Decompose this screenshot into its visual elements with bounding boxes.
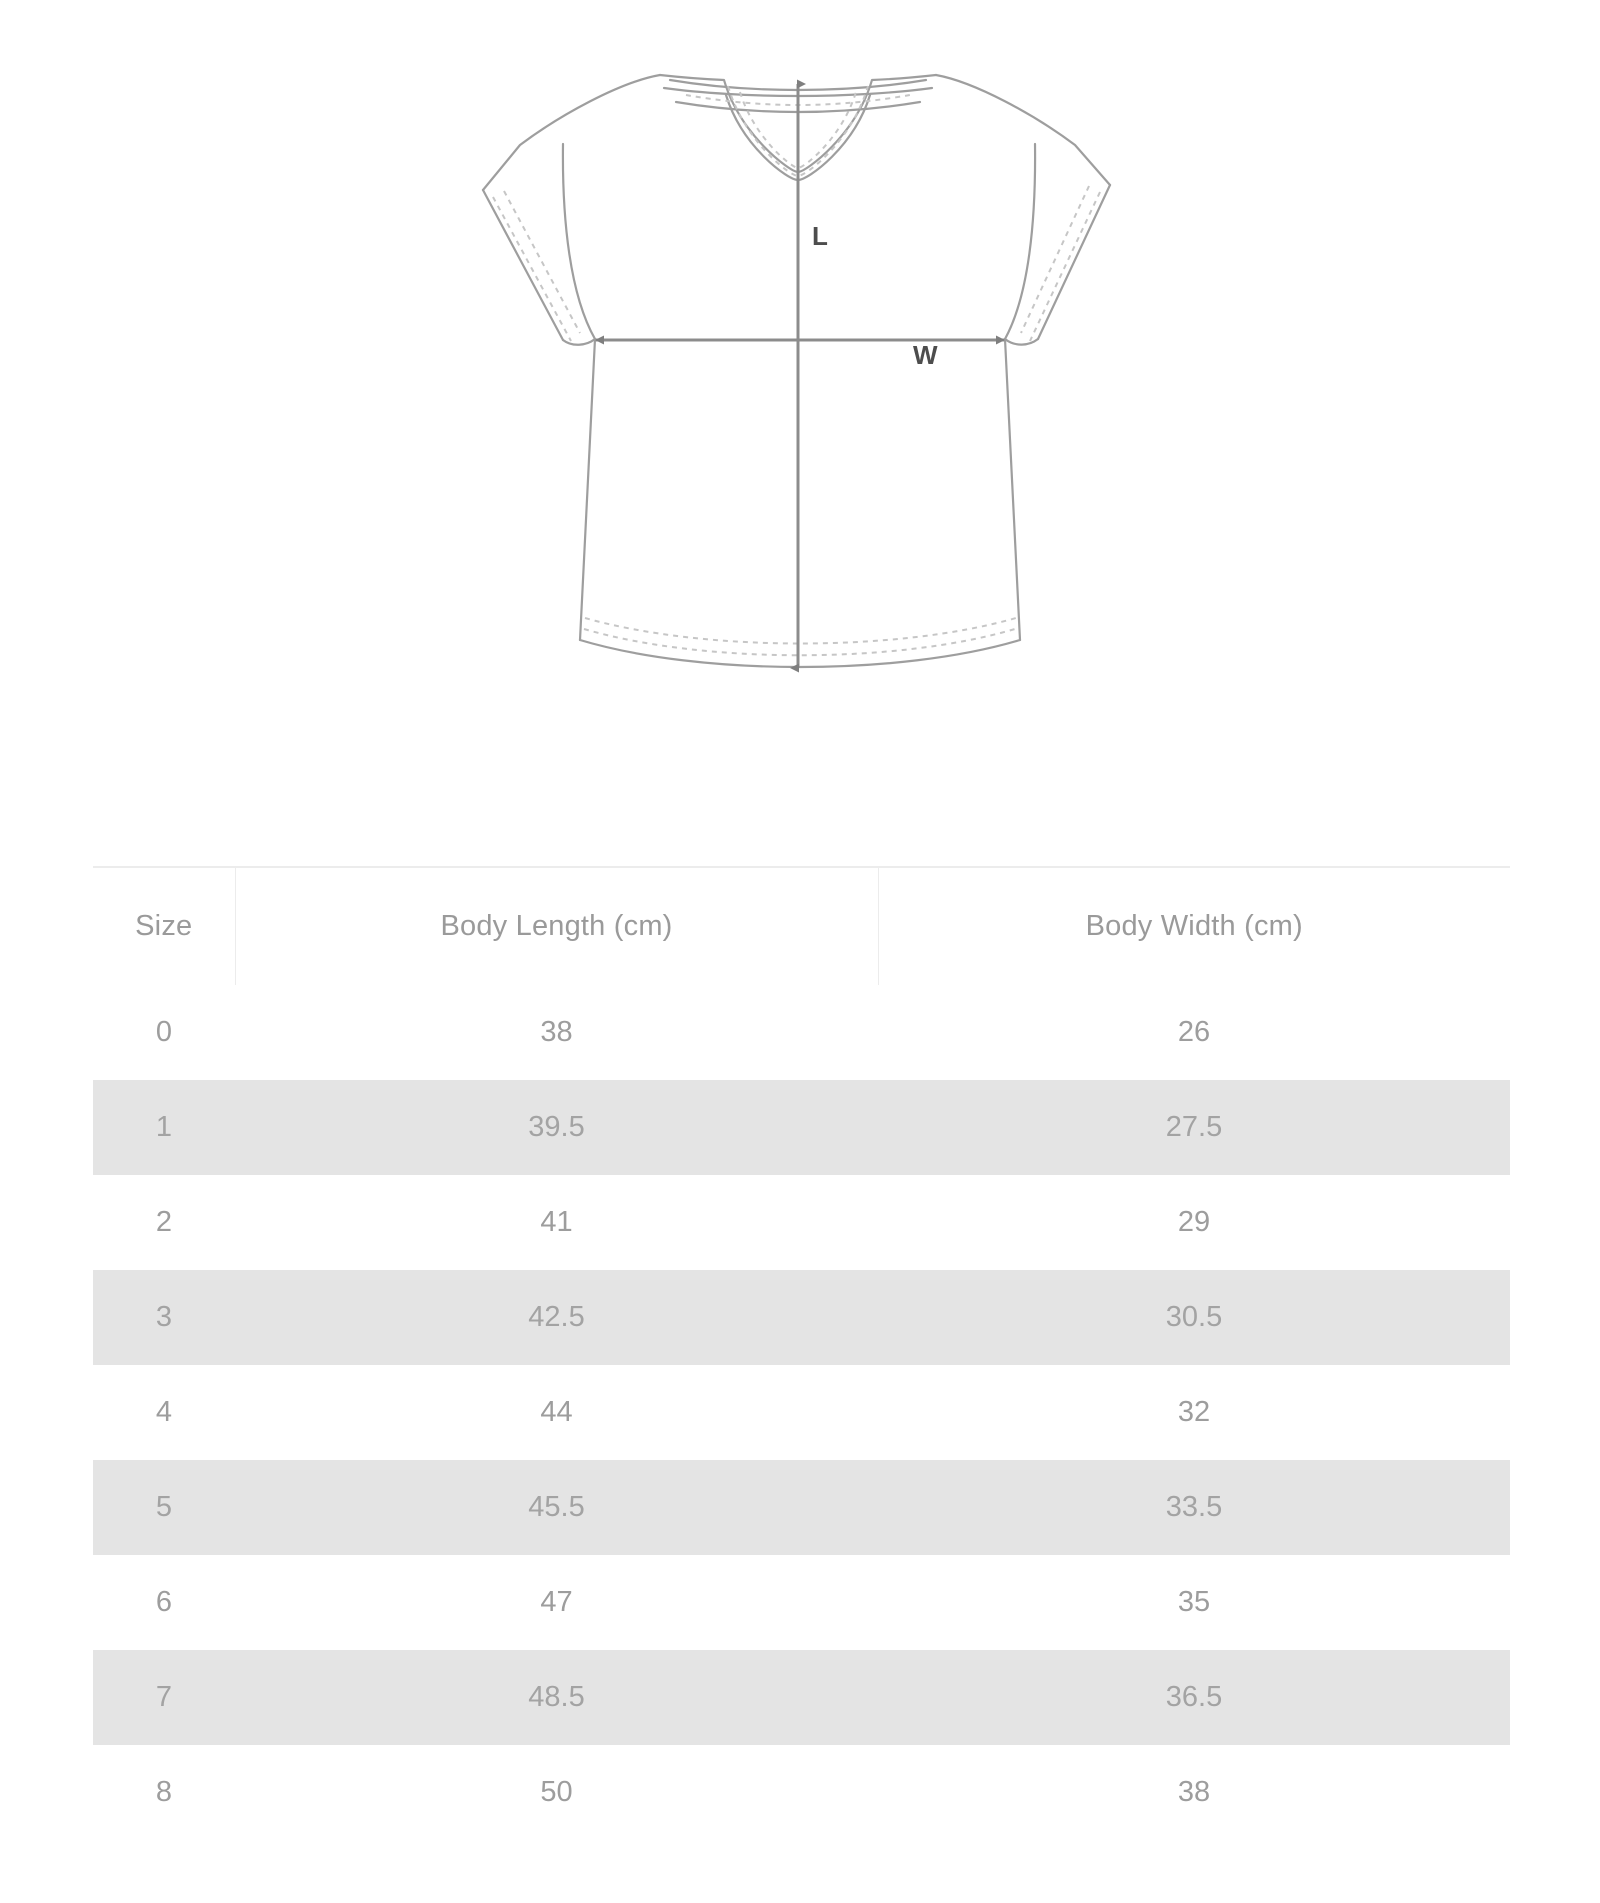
cell-width: 36.5	[1165, 1681, 1223, 1713]
cell-width: 38	[1177, 1776, 1211, 1808]
width-label: W	[913, 340, 938, 370]
cell-size: 6	[155, 1586, 173, 1618]
cell-size: 8	[155, 1776, 173, 1808]
table-row: 0 38 26	[93, 985, 1510, 1080]
table-row: 3 42.5 30.5	[93, 1270, 1510, 1365]
size-chart-table: Size Body Length (cm) Body Width (cm) 0 …	[93, 866, 1510, 1840]
cell-length: 44	[540, 1396, 573, 1428]
table-row: 4 44 32	[93, 1365, 1510, 1460]
cell-size: 2	[155, 1206, 173, 1238]
table-row: 1 39.5 27.5	[93, 1080, 1510, 1175]
cell-length: 48.5	[528, 1681, 585, 1713]
cell-length: 38	[540, 1016, 573, 1048]
cell-width: 29	[1177, 1206, 1211, 1238]
cell-length: 47	[540, 1586, 573, 1618]
column-header-size: Size	[135, 910, 193, 942]
table-row: 7 48.5 36.5	[93, 1650, 1510, 1745]
cell-size: 5	[155, 1491, 173, 1523]
cell-size: 7	[155, 1681, 173, 1713]
cell-size: 3	[155, 1301, 173, 1333]
table-row: 2 41 29	[93, 1175, 1510, 1270]
tshirt-stitching	[492, 85, 1101, 657]
cell-width: 26	[1177, 1016, 1211, 1048]
length-label: L	[812, 221, 828, 251]
tshirt-measurement-diagram: L W	[0, 0, 1600, 820]
cell-width: 30.5	[1165, 1301, 1223, 1333]
table-header: Size Body Length (cm) Body Width (cm)	[93, 867, 1510, 985]
cell-length: 45.5	[528, 1491, 585, 1523]
cell-width: 33.5	[1165, 1491, 1223, 1523]
cell-width: 32	[1177, 1396, 1211, 1428]
cell-size: 1	[155, 1111, 173, 1143]
cell-length: 39.5	[528, 1111, 585, 1143]
cell-size: 0	[155, 1016, 173, 1048]
column-header-body-length: Body Length (cm)	[234, 867, 878, 985]
table-row: 8 50 38	[93, 1745, 1510, 1840]
cell-width: 35	[1177, 1586, 1211, 1618]
table-body: 0 38 26 1 39.5 27.5 2 41 29 3 42.5 30.5 …	[93, 985, 1510, 1840]
header-row: Size Body Length (cm) Body Width (cm)	[93, 867, 1510, 985]
table-row: 5 45.5 33.5	[93, 1460, 1510, 1555]
tshirt-svg: L W	[481, 73, 1112, 673]
cell-width: 27.5	[1165, 1111, 1223, 1143]
cell-length: 50	[540, 1776, 573, 1808]
cell-size: 4	[155, 1396, 173, 1428]
cell-length: 41	[540, 1206, 573, 1238]
table-row: 6 47 35	[93, 1555, 1510, 1650]
cell-length: 42.5	[528, 1301, 585, 1333]
column-header-body-width: Body Width (cm)	[877, 867, 1510, 985]
